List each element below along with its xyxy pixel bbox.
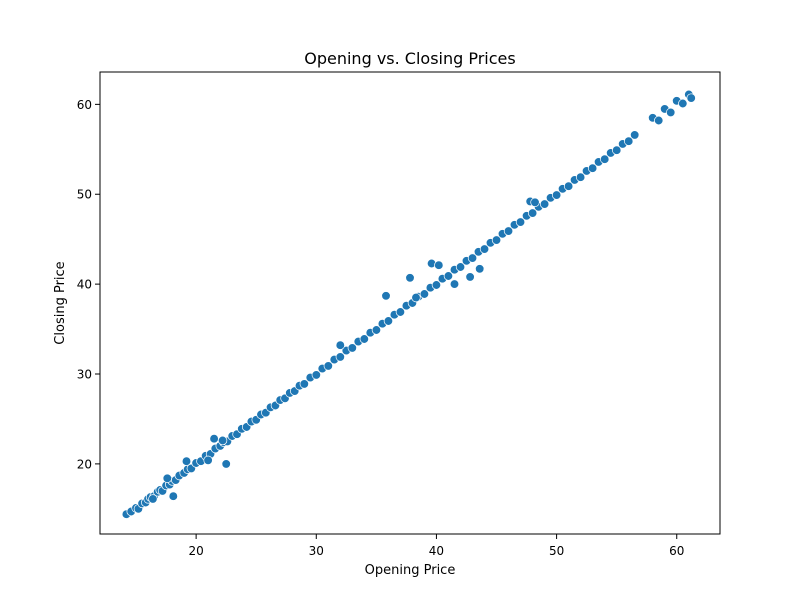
plot-frame — [99, 71, 721, 535]
data-point — [530, 197, 540, 207]
x-tick-label: 30 — [309, 544, 324, 558]
data-point — [630, 130, 640, 140]
chart-title: Opening vs. Closing Prices — [304, 49, 515, 68]
data-point — [395, 307, 406, 317]
data-point — [381, 291, 391, 301]
data-point — [449, 279, 460, 289]
data-point — [600, 154, 610, 164]
data-point — [168, 491, 178, 501]
data-point — [527, 208, 538, 218]
data-point — [311, 370, 321, 380]
y-tick-label: 20 — [77, 457, 92, 471]
data-point — [347, 343, 357, 353]
data-point — [563, 181, 574, 191]
x-tick-label: 20 — [188, 544, 203, 558]
data-point — [217, 435, 228, 446]
data-point — [221, 459, 231, 469]
data-point — [335, 352, 345, 362]
data-points — [121, 89, 696, 519]
data-point — [455, 262, 466, 272]
data-point — [654, 115, 664, 126]
y-tick-label: 50 — [77, 188, 92, 202]
data-point — [411, 292, 421, 303]
data-point — [335, 340, 345, 350]
data-point — [612, 145, 622, 155]
data-point — [587, 163, 598, 173]
data-point — [359, 334, 369, 344]
data-point — [203, 455, 213, 465]
data-point — [678, 98, 688, 109]
data-point — [475, 264, 485, 274]
data-point — [405, 273, 415, 283]
y-tick-label: 40 — [77, 278, 92, 292]
y-tick-label: 60 — [77, 98, 92, 112]
data-point — [686, 93, 696, 103]
data-point — [515, 217, 526, 227]
data-point — [209, 434, 219, 444]
data-point — [431, 280, 442, 290]
data-point — [299, 379, 309, 389]
data-point — [465, 272, 475, 282]
x-tick-label: 60 — [669, 544, 684, 558]
y-axis: 20 30 40 50 60 — [77, 98, 100, 471]
y-tick-label: 30 — [77, 368, 92, 382]
data-point — [575, 172, 586, 182]
data-point — [467, 253, 478, 263]
data-point — [479, 244, 490, 254]
data-point — [551, 190, 562, 200]
data-point — [539, 199, 550, 209]
x-axis: 20 30 40 50 60 — [188, 534, 684, 558]
data-point — [443, 271, 454, 281]
data-point — [624, 136, 634, 146]
data-point — [383, 316, 394, 326]
data-point — [323, 361, 333, 371]
data-point — [371, 325, 382, 335]
data-point — [181, 456, 192, 466]
data-point — [148, 494, 158, 504]
y-axis-label: Closing Price — [53, 261, 68, 344]
data-point — [434, 260, 444, 270]
data-point — [491, 235, 502, 245]
x-tick-label: 40 — [429, 544, 444, 558]
x-axis-label: Opening Price — [365, 563, 456, 578]
data-point — [503, 226, 514, 236]
data-point — [419, 289, 430, 299]
x-tick-label: 50 — [549, 544, 564, 558]
data-point — [162, 473, 172, 483]
data-point — [666, 107, 676, 118]
